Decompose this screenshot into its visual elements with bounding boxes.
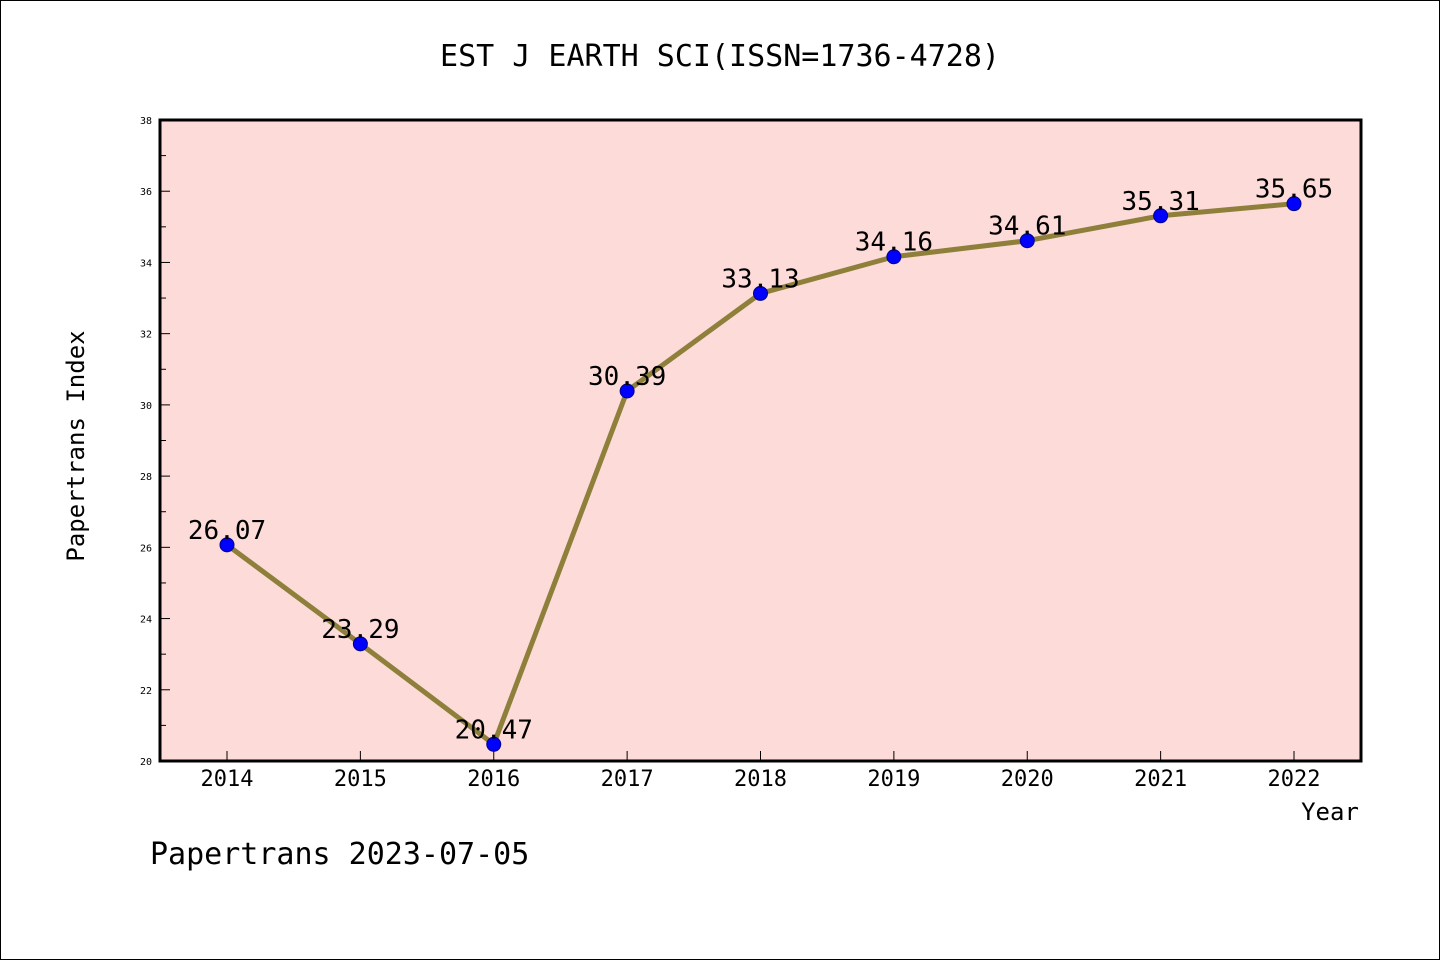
data-point xyxy=(352,636,368,652)
data-point xyxy=(1286,196,1302,212)
data-point xyxy=(1153,208,1169,224)
data-labels: 26.07 23.29 20.47 30.39 33.13 34.16 34.61 35.31… xyxy=(188,175,1333,746)
x-tick-label: 2020 xyxy=(1001,767,1054,792)
data-point xyxy=(486,736,502,752)
y-tick-label: 38 xyxy=(140,116,152,127)
y-tick-label: 22 xyxy=(140,686,152,697)
x-tick-label: 2014 xyxy=(201,767,254,792)
x-axis: 2014 2015 2016 2017 2018 2019 2020 2021 2022 xyxy=(201,751,1321,792)
x-tick-label: 2015 xyxy=(334,767,387,792)
x-tick-label: 2022 xyxy=(1268,767,1321,792)
y-tick-label: 34 xyxy=(140,258,152,269)
x-tick-label: 2016 xyxy=(467,767,520,792)
data-label: 23.29 xyxy=(321,615,399,645)
data-point xyxy=(219,537,235,553)
x-axis-label: Year xyxy=(1301,798,1359,826)
y-axis-label: Papertrans Index xyxy=(62,330,90,561)
y-tick-label: 26 xyxy=(140,543,152,554)
data-label: 35.31 xyxy=(1121,187,1199,217)
footer-date: Papertrans 2023-07-05 xyxy=(150,837,529,872)
y-tick-label: 24 xyxy=(140,615,152,626)
y-tick-label: 28 xyxy=(140,472,152,483)
data-label: 34.16 xyxy=(855,228,933,258)
data-label: 30.39 xyxy=(588,362,666,392)
series-markers xyxy=(219,196,1302,752)
y-axis: 20 22 24 26 28 30 32 34 36 38 xyxy=(140,116,170,768)
data-label: 34.61 xyxy=(988,212,1066,242)
data-point xyxy=(753,285,768,301)
data-point xyxy=(1019,233,1035,249)
x-tick-label: 2017 xyxy=(601,767,654,792)
chart-title: EST J EARTH SCI(ISSN=1736-4728) xyxy=(440,39,1000,74)
data-point xyxy=(619,383,635,399)
x-tick-label: 2019 xyxy=(867,767,920,792)
y-tick-label: 32 xyxy=(140,330,152,341)
y-tick-label: 36 xyxy=(140,187,152,198)
data-label: 33.13 xyxy=(721,264,799,294)
plot-area xyxy=(158,118,1363,763)
y-tick-label: 30 xyxy=(140,401,152,412)
x-tick-label: 2021 xyxy=(1134,767,1187,792)
y-tick-label: 20 xyxy=(140,757,152,768)
data-label: 35.65 xyxy=(1255,175,1333,205)
data-label: 20.47 xyxy=(455,715,533,745)
data-label: 26.07 xyxy=(188,516,266,546)
data-point xyxy=(886,249,902,265)
x-tick-label: 2018 xyxy=(734,767,787,792)
